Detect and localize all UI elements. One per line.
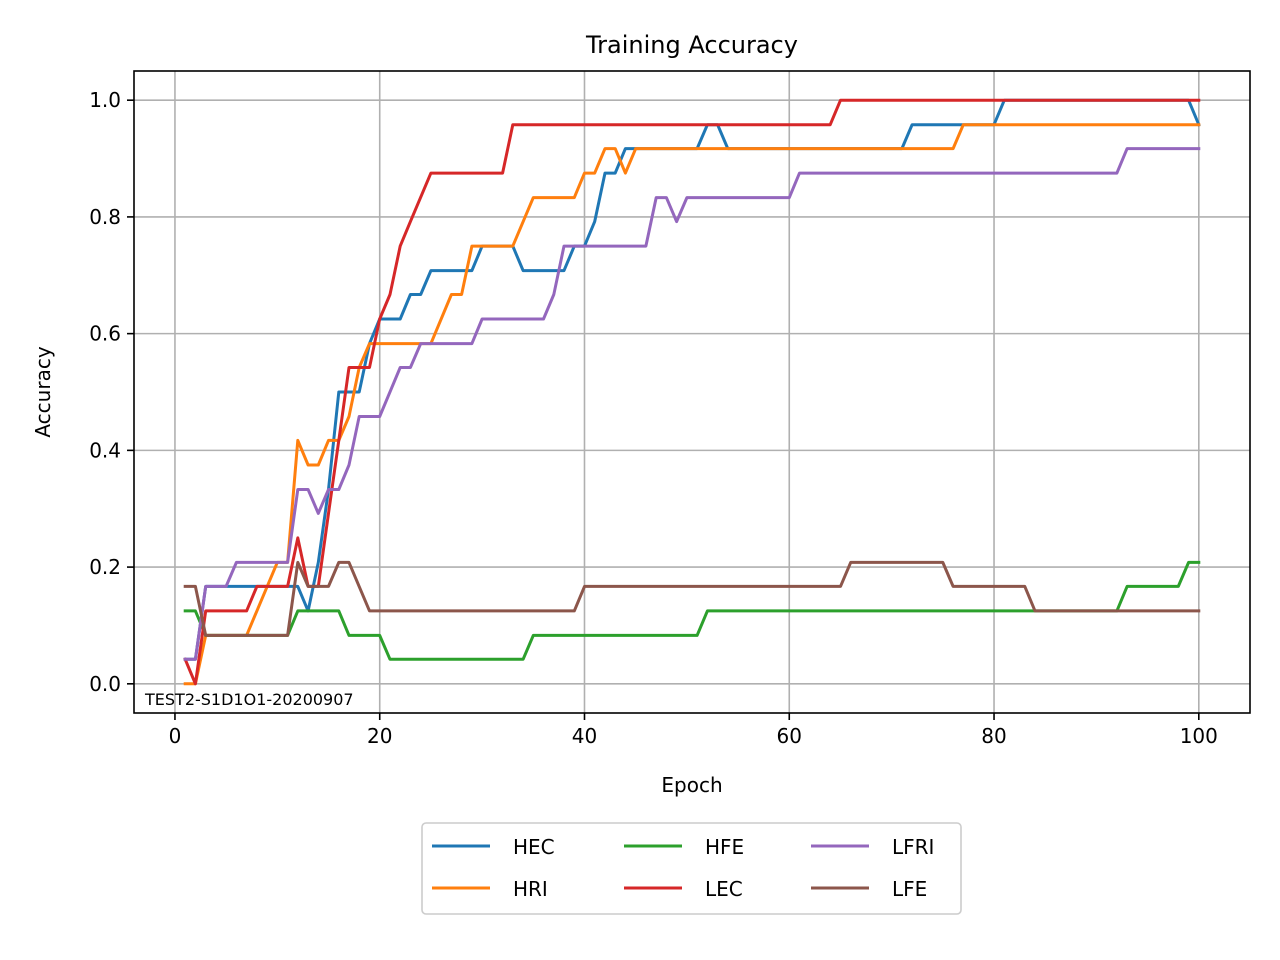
series-lines: [183, 98, 1201, 686]
x-tick-label: 100: [1180, 724, 1218, 748]
y-tick-label: 0.2: [89, 555, 121, 579]
chart-title: Training Accuracy: [585, 31, 798, 59]
legend-label-hri: HRI: [513, 877, 548, 901]
x-tick-label: 60: [777, 724, 802, 748]
x-tick-label: 20: [367, 724, 392, 748]
y-tick-label: 0.4: [89, 438, 121, 462]
y-tick-label: 0.6: [89, 322, 121, 346]
legend-label-lfe: LFE: [892, 877, 927, 901]
x-tick-label: 80: [981, 724, 1006, 748]
run-id-annotation: TEST2-S1D1O1-20200907: [144, 690, 354, 709]
legend-label-lec: LEC: [705, 877, 743, 901]
grid: [134, 71, 1250, 713]
y-axis-label: Accuracy: [31, 346, 55, 437]
series-line-lec: [183, 98, 1201, 686]
series-line-lfe: [183, 560, 1201, 637]
legend-label-hec: HEC: [513, 835, 555, 859]
plot-frame: [133, 70, 1251, 714]
legend-label-hfe: HFE: [705, 835, 744, 859]
x-tick-label: 40: [572, 724, 597, 748]
legend-box: [421, 822, 962, 915]
x-axis-label: Epoch: [661, 773, 722, 797]
y-tick-label: 0.8: [89, 205, 121, 229]
legend: HEC HRI HFE LEC LFRI LFE: [421, 822, 962, 915]
y-tick-label: 1.0: [89, 88, 121, 112]
x-tick-label: 0: [169, 724, 182, 748]
axis-ticks: 0 20 40 60 80 100 0.0 0.2 0.4 0.6 0.8 1.0: [89, 88, 1218, 748]
series-line-lfri: [183, 147, 1201, 661]
y-tick-label: 0.0: [89, 672, 121, 696]
legend-label-lfri: LFRI: [892, 835, 934, 859]
